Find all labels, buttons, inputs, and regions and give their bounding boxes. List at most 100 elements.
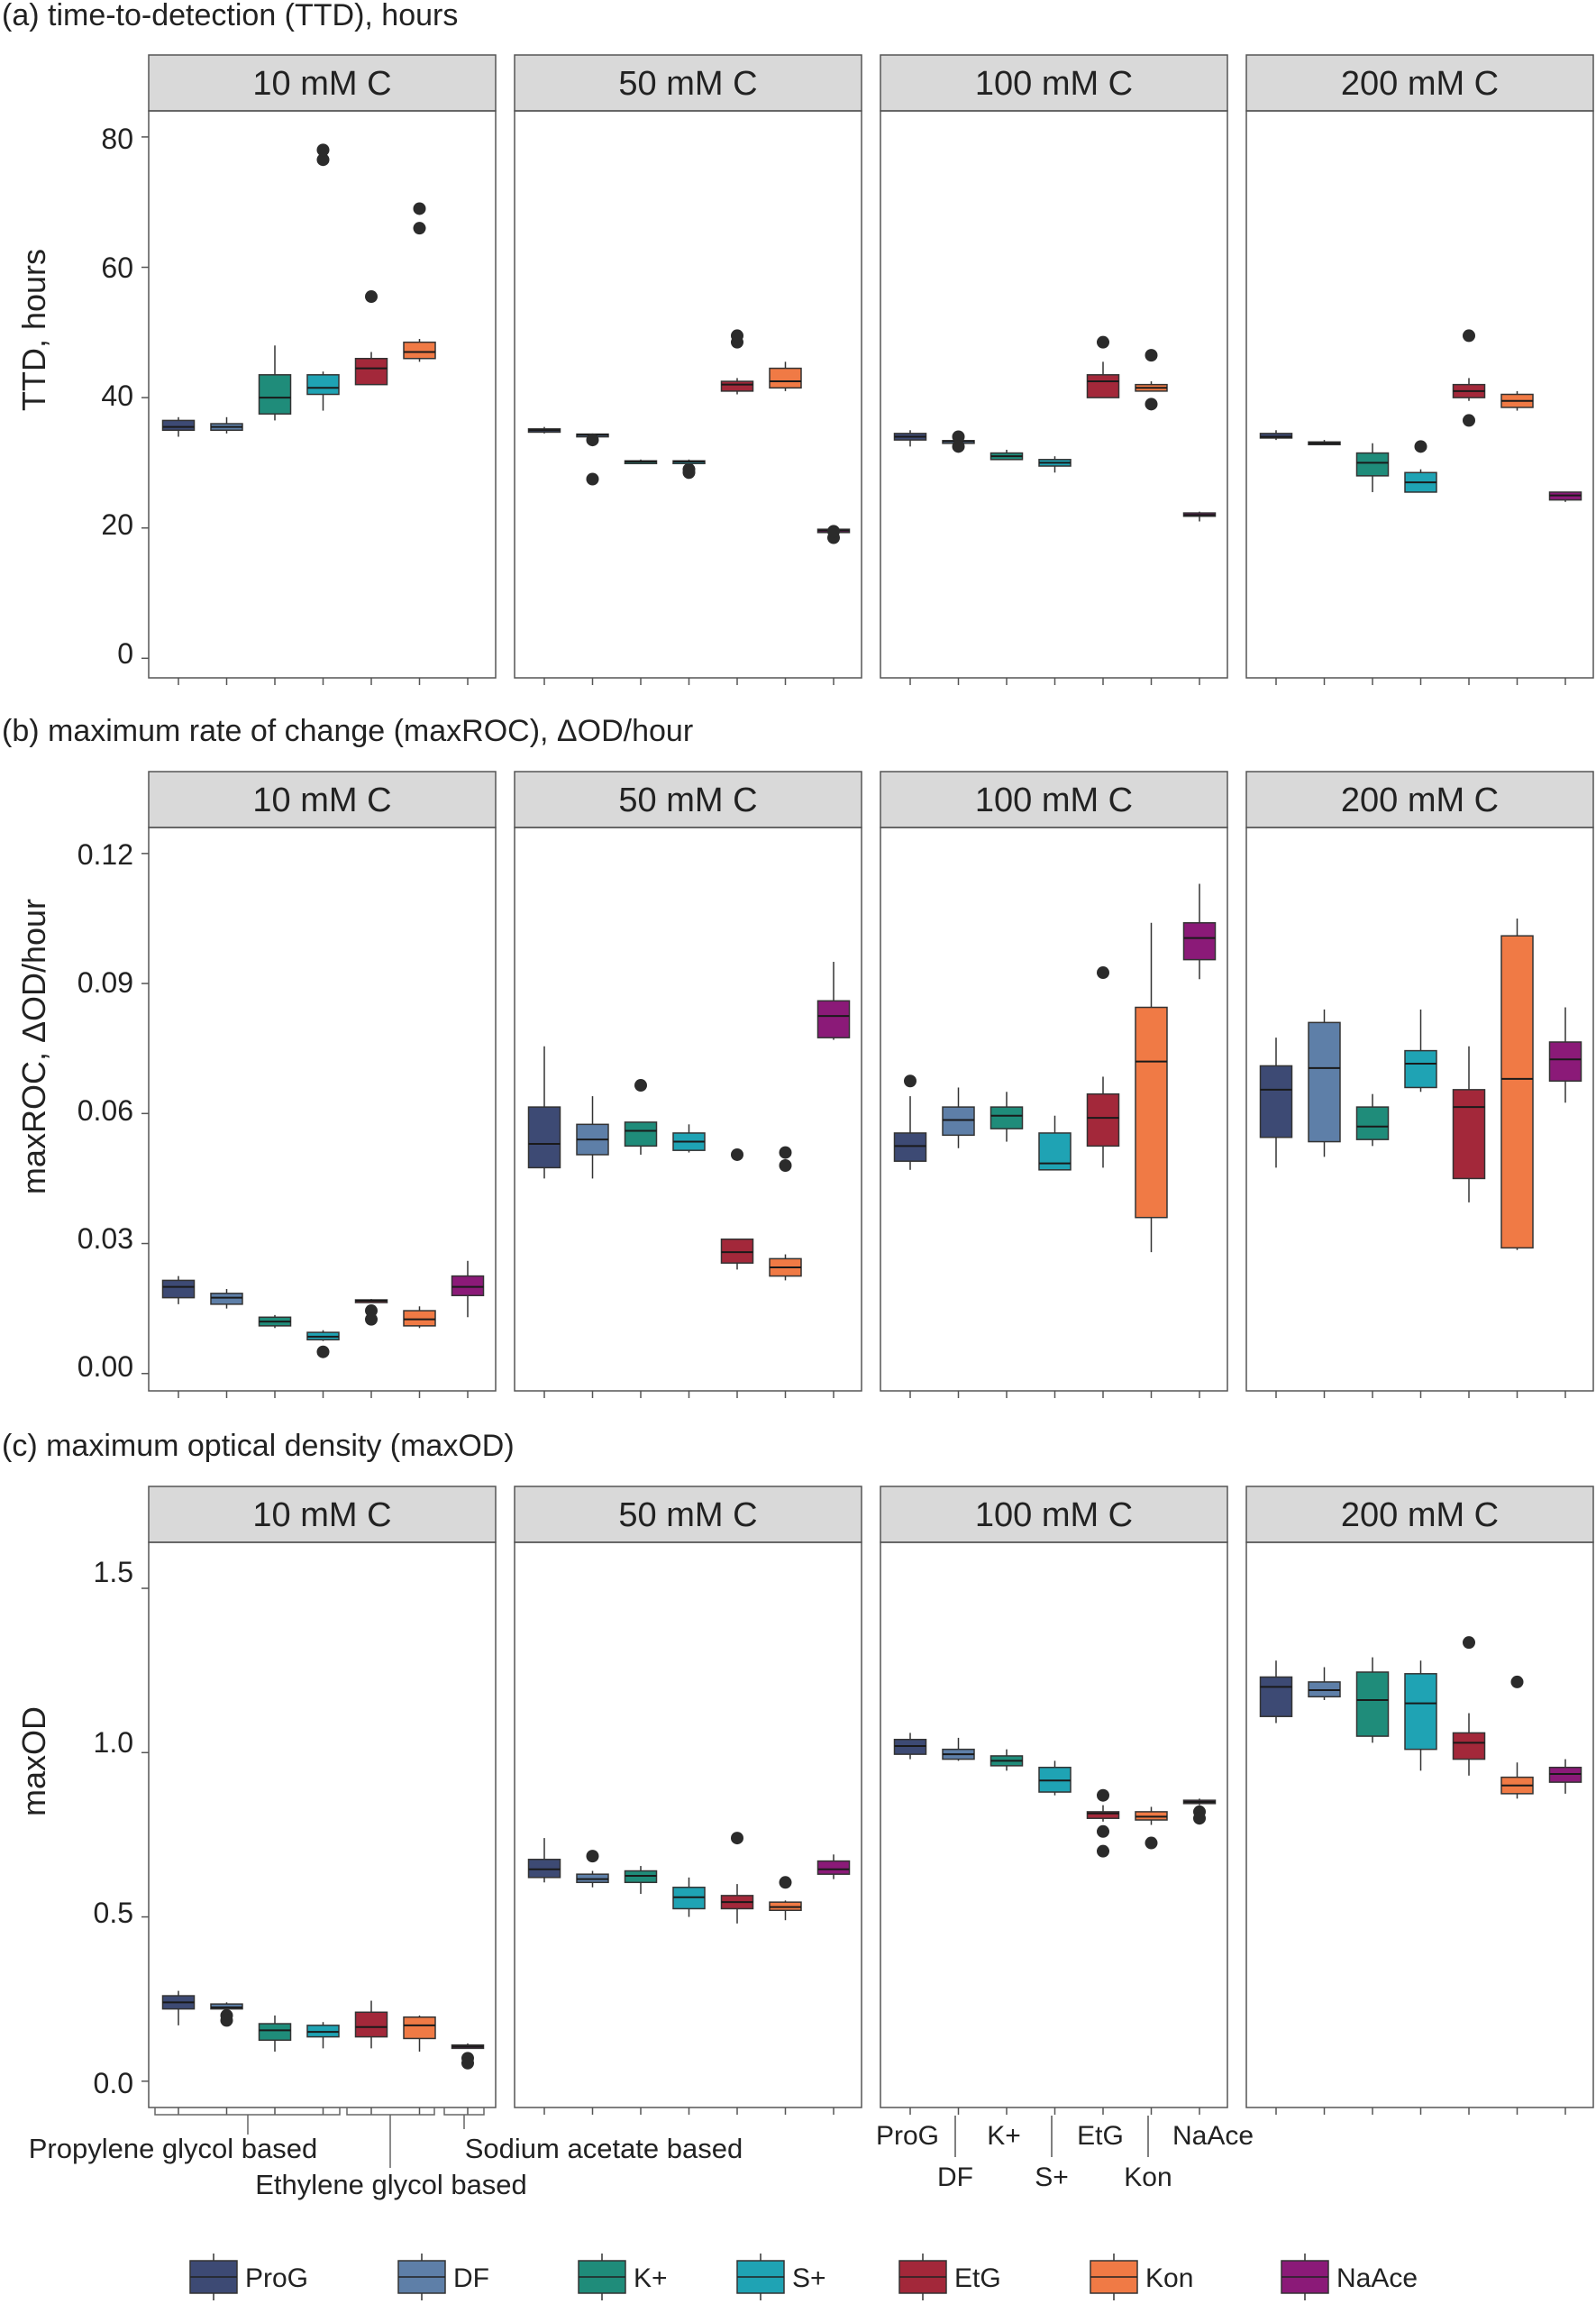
row-c-ylabel: maxOD [15, 1706, 52, 1816]
box-iqr [1135, 1006, 1168, 1219]
facet-label: 200 mM C [1341, 1496, 1499, 1534]
outlier-point [365, 290, 378, 304]
box-iqr [720, 380, 754, 392]
y-tick-label: 1.5 [94, 1556, 133, 1588]
facet-strip: 10 mM C [148, 1486, 497, 1543]
box-s-plus [1404, 1660, 1437, 1771]
y-ticks: 0.00 0.03 0.06 0.09 0.12 [78, 838, 133, 1383]
outlier-point [1145, 1836, 1158, 1850]
box-iqr [1308, 1021, 1341, 1143]
box-etg [354, 1299, 388, 1326]
box-iqr [1355, 452, 1390, 477]
box-prog [893, 430, 927, 447]
y-tick-label: 0.0 [94, 2067, 133, 2099]
facet-label: 50 mM C [618, 1496, 757, 1534]
outlier-point [461, 2056, 474, 2070]
box-iqr [1452, 1732, 1486, 1760]
y-tick-label: 60 [101, 251, 133, 284]
box-iqr [306, 374, 340, 396]
box-iqr [258, 2023, 292, 2042]
box-iqr [403, 341, 436, 360]
box-prog [161, 1990, 196, 2025]
box-prog [527, 426, 561, 434]
box-iqr [210, 1293, 243, 1305]
box-naace [816, 1854, 851, 1879]
box-iqr [1259, 433, 1293, 439]
box-prog [527, 1046, 561, 1179]
row-c-title: (c) maximum optical density (maxOD) [2, 1429, 515, 1463]
box-iqr [942, 1106, 975, 1137]
panel-border [1245, 1541, 1594, 2108]
box-iqr [354, 357, 388, 386]
group-label-sodium-acetate: Sodium acetate based [465, 2133, 743, 2164]
box-etg [1452, 1046, 1486, 1202]
box-s-plus [1038, 1115, 1072, 1171]
outlier-point [1463, 329, 1475, 343]
box-k-plus [258, 1314, 292, 1329]
box-s-plus [1038, 456, 1072, 473]
outlier-point [1463, 1636, 1475, 1650]
box-kon [1135, 349, 1168, 411]
outlier-point [1097, 966, 1109, 980]
box-df [210, 1289, 243, 1309]
box-kon [403, 1306, 436, 1329]
box-etg [720, 1147, 754, 1270]
outlier-point [220, 2014, 233, 2027]
facet-strip: 200 mM C [1245, 771, 1594, 828]
legend-label: EtG [954, 2263, 1001, 2293]
y-tick-label: 40 [101, 379, 133, 412]
facet-strip: 10 mM C [148, 54, 497, 112]
box-k-plus [258, 2015, 292, 2053]
row-a: 10 mM C 50 mM C 100 mM C 200 mM C 0 20 4… [101, 54, 1594, 670]
box-kon [1135, 922, 1168, 1253]
box-iqr [1355, 1106, 1390, 1140]
facet-strip: 10 mM C [148, 771, 497, 828]
box-iqr [1500, 935, 1534, 1249]
legend-label: ProG [245, 2263, 308, 2293]
outlier-point [634, 1079, 647, 1093]
outlier-point [365, 1304, 378, 1318]
box-df [1308, 440, 1341, 446]
category-label: ProG [876, 2121, 939, 2151]
box-s-plus [672, 459, 706, 480]
y-tick-label: 0.5 [94, 1897, 133, 1929]
outlier-point [316, 153, 330, 167]
category-axis: ProG K+ EtG NaAce DF S+ Kon [876, 2116, 1254, 2192]
box-iqr [403, 1310, 436, 1327]
box-df [942, 430, 975, 453]
y-ticks: 0 20 40 60 80 [101, 123, 133, 670]
box-iqr [720, 1238, 754, 1264]
box-naace [1548, 1759, 1582, 1794]
box-etg [354, 2000, 388, 2049]
box-kon [403, 202, 436, 362]
box-iqr [1404, 1673, 1437, 1751]
box-naace [1548, 1007, 1582, 1103]
box-prog [893, 1733, 927, 1760]
y-tick-label: 1.0 [94, 1726, 133, 1759]
facet-label: 10 mM C [252, 782, 391, 819]
outlier-point [316, 1345, 330, 1358]
outlier-point [1097, 335, 1109, 349]
box-prog [1259, 1038, 1293, 1168]
row-c: 10 mM C 50 mM C 100 mM C 200 mM C 0.0 0.… [94, 1486, 1594, 2099]
outlier-point [1145, 398, 1158, 411]
category-label: K+ [987, 2121, 1021, 2151]
plot-marks [141, 110, 1594, 2115]
box-iqr [161, 1279, 196, 1299]
box-etg [1086, 335, 1120, 398]
box-kon [769, 1876, 802, 1921]
box-k-plus [990, 449, 1024, 461]
facet-strip: 100 mM C [880, 1486, 1228, 1543]
box-naace [1182, 511, 1217, 522]
group-label-propylene: Propylene glycol based [29, 2133, 318, 2164]
box-iqr [1548, 1041, 1582, 1082]
box-df [1308, 1667, 1341, 1700]
category-label: EtG [1077, 2121, 1124, 2151]
box-iqr [1038, 1132, 1072, 1171]
facet-label: 50 mM C [618, 782, 757, 819]
row-a-title: (a) time-to-detection (TTD), hours [2, 0, 458, 32]
box-prog [161, 416, 196, 437]
facet-label: 50 mM C [618, 65, 757, 103]
legend-item-etg: EtG [898, 2254, 1001, 2300]
box-naace [1182, 1798, 1217, 1825]
